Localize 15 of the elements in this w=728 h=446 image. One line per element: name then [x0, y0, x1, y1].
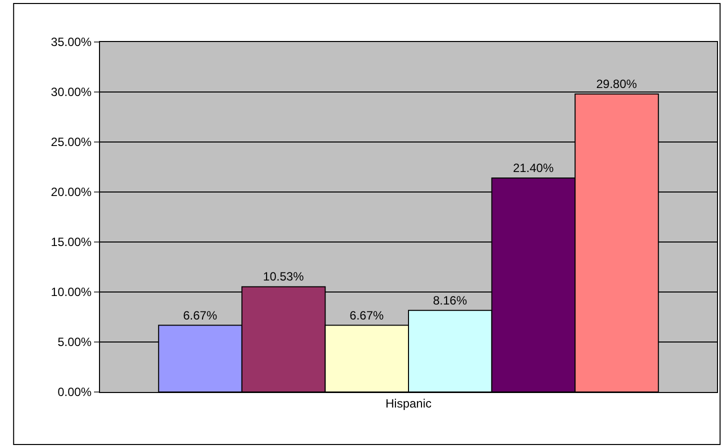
x-tick-label: Hispanic — [385, 396, 432, 410]
data-label: 10.53% — [263, 270, 304, 284]
y-tick-label: 15.00% — [50, 235, 92, 250]
data-label: 29.80% — [596, 77, 638, 91]
data-label: 6.67% — [350, 308, 384, 322]
y-tick-label: 25.00% — [50, 135, 92, 150]
y-tick-label: 10.00% — [50, 285, 92, 300]
y-tick-label: 30.00% — [50, 85, 92, 100]
y-tick-label: 5.00% — [58, 335, 92, 350]
y-tick-label: 20.00% — [50, 185, 92, 200]
data-label: 21.40% — [512, 161, 554, 175]
y-tick-label: 0.00% — [58, 385, 92, 400]
data-label: 6.67% — [183, 308, 218, 322]
y-tick-label: 35.00% — [50, 35, 92, 50]
data-label: 8.16% — [432, 293, 468, 308]
